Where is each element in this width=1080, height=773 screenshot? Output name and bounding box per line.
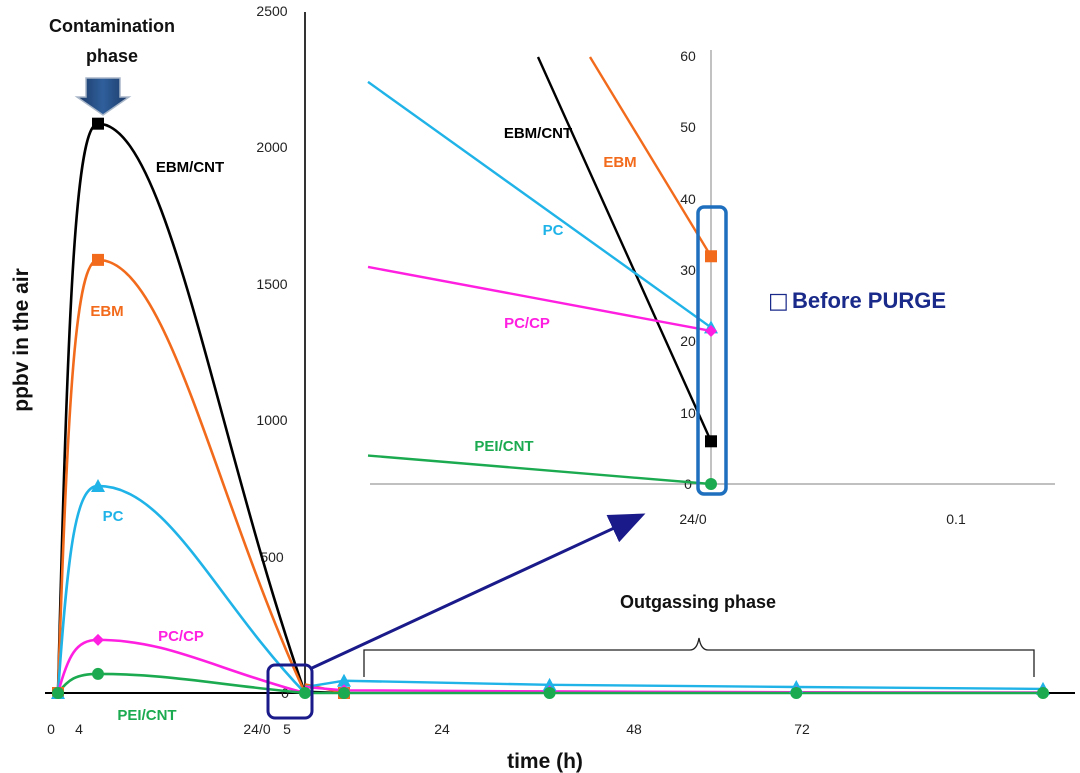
purge-label: Before PURGE <box>792 288 946 313</box>
series-label: PC/CP <box>158 628 204 645</box>
inset-y-tick-label: 50 <box>680 119 696 135</box>
inset-series-label: PEI/CNT <box>474 438 533 455</box>
contamination-label-line2: phase <box>86 46 138 66</box>
inset-y-tick-label: 30 <box>680 262 696 278</box>
data-point-pei-cnt-outgas <box>790 687 803 699</box>
data-point-pc-outgas <box>337 673 351 687</box>
series-label: PC <box>103 508 124 525</box>
zoom-highlight-box <box>266 663 314 720</box>
y-tick-label: 1000 <box>256 412 287 428</box>
inset-point-ebm-cnt <box>705 435 717 448</box>
inset-x-tick-label: 24/0 <box>679 511 706 527</box>
series-label: EBM <box>90 303 123 320</box>
y-tick-label: 500 <box>260 549 284 565</box>
data-point-pei-cnt-outgas <box>338 687 350 699</box>
x-tick-label: 48 <box>626 721 642 737</box>
data-point-zero-cluster <box>299 687 311 699</box>
series-label: PEI/CNT <box>117 707 176 724</box>
series-line-pc-cp-contamination <box>56 638 306 695</box>
y-tick-label: 2000 <box>256 139 287 155</box>
inset-series-label: EBM/CNT <box>504 125 572 142</box>
series-line-pc-outgassing <box>304 679 1044 691</box>
series-line-pei-cnt-contamination <box>56 672 306 695</box>
inset-y-tick-label: 10 <box>680 405 696 421</box>
purge-marker-icon: □ <box>768 289 789 314</box>
data-point-ebm-cnt-peak <box>92 117 104 130</box>
x-tick-label: 24/0 <box>243 721 270 737</box>
inset-y-tick-label: 40 <box>680 191 696 207</box>
zoom-arrow <box>311 513 646 670</box>
data-point-pei-cnt-peak <box>92 667 104 680</box>
x-axis-title: time (h) <box>507 750 583 773</box>
inset-line-ebm-cnt <box>536 56 713 442</box>
purge-highlight-box <box>696 205 728 496</box>
inset-line-pc <box>367 80 712 329</box>
x-tick-label: 4 <box>75 721 83 737</box>
data-point-ebm-peak <box>92 253 104 266</box>
inset-x-tick-label: 0.1 <box>946 511 966 527</box>
data-point-pei-cnt-outgas <box>1037 687 1049 699</box>
data-point-pc-peak <box>91 478 105 492</box>
y-tick-label: 2500 <box>256 3 287 19</box>
down-arrow-icon <box>74 77 132 116</box>
outgassing-label: Outgassing phase <box>620 592 776 612</box>
outgassing-bracket <box>363 637 1035 677</box>
y-tick-label: 1500 <box>256 276 287 292</box>
inset-line-ebm <box>588 56 713 257</box>
y-axis-title: ppbv in the air <box>10 268 33 412</box>
inset-line-pei-cnt <box>367 454 712 486</box>
inset-point-pc-cp <box>705 324 717 337</box>
inset-series-label: EBM <box>603 154 636 171</box>
series-label: EBM/CNT <box>156 159 224 176</box>
x-tick-label: 0 <box>47 721 55 737</box>
x-tick-label: 24 <box>434 721 450 737</box>
inset-y-tick-label: 60 <box>680 48 696 64</box>
inset-series-label: PC/CP <box>504 315 550 332</box>
inset-point-pei-cnt <box>705 478 717 490</box>
x-tick-label: 5 <box>283 721 291 737</box>
inset-y-tick-label: 20 <box>680 333 696 349</box>
data-point-pc-outgas <box>542 677 557 691</box>
inset-point-ebm <box>705 250 717 263</box>
series-line-pc-contamination <box>56 484 306 694</box>
data-point-pei-cnt <box>52 687 64 699</box>
contamination-label-line1: Contamination <box>49 16 175 36</box>
x-tick-label: 72 <box>794 721 810 737</box>
inset-series-label: PC <box>543 222 564 239</box>
data-point-pc-cp-peak <box>92 633 104 646</box>
data-point-pei-cnt-outgas <box>543 687 556 699</box>
inset-line-pc-cp <box>367 265 712 333</box>
inset-y-tick-label: 0 <box>684 476 692 492</box>
y-tick-label: 0 <box>281 685 289 701</box>
